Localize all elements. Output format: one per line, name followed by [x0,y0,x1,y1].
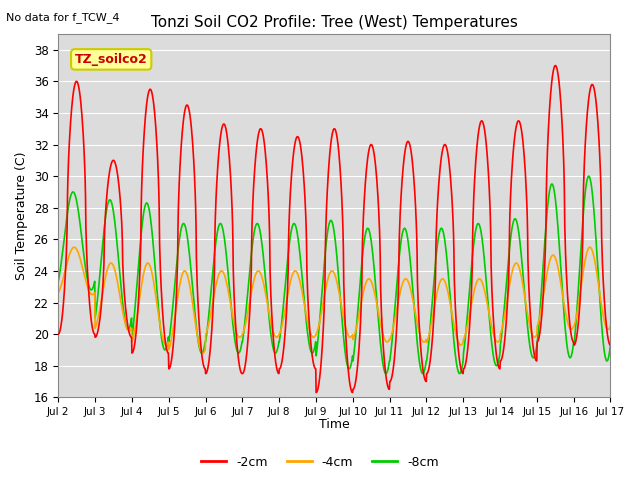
Title: Tonzi Soil CO2 Profile: Tree (West) Temperatures: Tonzi Soil CO2 Profile: Tree (West) Temp… [151,15,518,30]
Legend: -2cm, -4cm, -8cm: -2cm, -4cm, -8cm [196,451,444,474]
Text: TZ_soilco2: TZ_soilco2 [75,53,148,66]
Text: No data for f_TCW_4: No data for f_TCW_4 [6,12,120,23]
X-axis label: Time: Time [319,419,349,432]
Y-axis label: Soil Temperature (C): Soil Temperature (C) [15,151,28,280]
